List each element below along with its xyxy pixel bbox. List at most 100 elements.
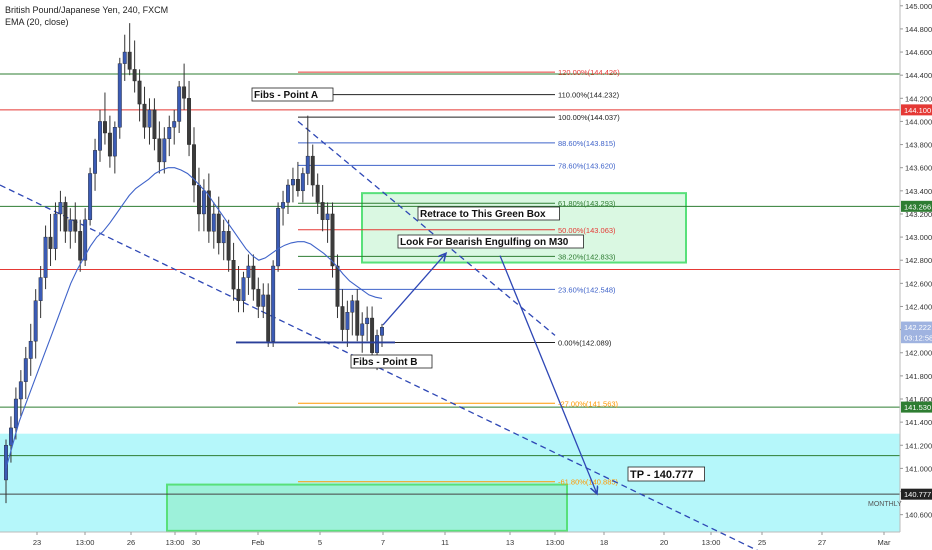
candle-body <box>212 214 216 231</box>
candle-body <box>257 289 261 306</box>
candle-body <box>306 156 310 173</box>
retrace-label-text: Retrace to This Green Box <box>420 209 546 220</box>
candle-body <box>168 127 172 139</box>
candle <box>276 202 280 271</box>
x-tick-label: 30 <box>192 538 200 547</box>
price-badge: 03:12:58 <box>901 332 932 343</box>
candle <box>271 260 275 347</box>
candle-body <box>138 81 142 104</box>
engulfing-label: Look For Bearish Engulfing on M30 <box>398 235 584 248</box>
fib-level-label: 120.00%(144.426) <box>558 68 620 77</box>
y-tick-label: 143.400 <box>905 187 932 196</box>
candle-body <box>108 133 112 156</box>
x-tick-label: 13:00 <box>702 538 721 547</box>
price-badge: 143.266 <box>901 201 932 212</box>
candle-body <box>74 220 78 232</box>
candle-body <box>262 295 266 307</box>
candle-body <box>187 98 191 144</box>
x-tick-label: 13:00 <box>166 538 185 547</box>
candle-body <box>93 150 97 173</box>
point-a-label-text: Fibs - Point A <box>254 90 318 101</box>
candle-body <box>316 185 320 202</box>
tp-label: TP - 140.777 <box>628 467 705 481</box>
candle-body <box>336 266 340 306</box>
candle-body <box>375 335 379 352</box>
candle <box>88 168 92 226</box>
candle-body <box>365 318 369 324</box>
candle-body <box>346 312 350 329</box>
candle-body <box>356 301 360 336</box>
y-tick-label: 144.000 <box>905 117 932 126</box>
candle-body <box>331 214 335 266</box>
candle-body <box>351 301 355 313</box>
candle-body <box>286 185 290 202</box>
candle-body <box>301 173 305 190</box>
fib-level-label: 0.00%(142.089) <box>558 338 612 347</box>
candle-body <box>143 104 147 127</box>
x-tick-label: 25 <box>758 538 766 547</box>
price-badge-label: 143.266 <box>904 202 931 211</box>
candle-body <box>172 121 176 127</box>
x-tick-label: 26 <box>127 538 135 547</box>
candle-body <box>78 231 82 260</box>
candle-body <box>59 202 63 214</box>
x-tick-label: 5 <box>318 538 322 547</box>
y-tick-label: 145.000 <box>905 2 932 11</box>
candle-body <box>321 202 325 219</box>
monthly-label: MONTHLY <box>868 501 902 508</box>
retrace-label: Retrace to This Green Box <box>418 207 560 220</box>
candle-body <box>49 237 53 249</box>
candle-body <box>237 289 241 301</box>
candle-body <box>148 110 152 127</box>
candle-body <box>153 110 157 139</box>
candle-body <box>133 69 137 81</box>
y-tick-label: 143.600 <box>905 164 932 173</box>
y-tick-label: 143.000 <box>905 233 932 242</box>
candle-body <box>360 324 364 336</box>
candle-body <box>118 64 122 128</box>
price-badge: 140.777 <box>901 489 932 500</box>
y-tick-label: 144.800 <box>905 25 932 34</box>
fib-level-label: 110.00%(144.232) <box>558 91 620 100</box>
candle-body <box>197 185 201 214</box>
y-tick-label: 140.600 <box>905 511 932 520</box>
chart-legend: British Pound/Japanese Yen, 240, FXCM EM… <box>5 4 168 28</box>
instrument-title: British Pound/Japanese Yen, 240, FXCM <box>5 4 168 16</box>
candle-body <box>247 266 251 278</box>
candle-body <box>44 237 48 277</box>
candle-body <box>103 121 107 133</box>
x-tick-label: Mar <box>878 538 891 547</box>
point-b-label-text: Fibs - Point B <box>353 357 417 368</box>
candle-body <box>271 266 275 341</box>
candle-body <box>182 87 186 99</box>
y-tick-label: 143.800 <box>905 141 932 150</box>
y-tick-label: 144.600 <box>905 48 932 57</box>
x-tick-label: 18 <box>600 538 608 547</box>
candle-body <box>64 202 68 231</box>
y-tick-label: 141.800 <box>905 372 932 381</box>
x-tick-label: Feb <box>252 538 265 547</box>
fib-level-label: -61.80%(140.885) <box>558 478 619 487</box>
price-badge-label: 144.100 <box>904 106 931 115</box>
y-tick-label: 141.400 <box>905 418 932 427</box>
y-tick-label: 142.600 <box>905 279 932 288</box>
y-tick-label: 142.400 <box>905 302 932 311</box>
fib-level-label: 88.60%(143.815) <box>558 139 616 148</box>
tp-label-text: TP - 140.777 <box>630 469 693 481</box>
candle-body <box>113 127 117 156</box>
y-tick-label: 141.200 <box>905 441 932 450</box>
candle-body <box>242 278 246 301</box>
candle-body <box>311 156 315 185</box>
candle-body <box>88 173 92 219</box>
candle-body <box>380 327 384 335</box>
engulfing-label-text: Look For Bearish Engulfing on M30 <box>400 237 569 248</box>
candle-body <box>24 359 28 382</box>
candle-body <box>291 179 295 185</box>
fib-level-label: 100.00%(144.037) <box>558 113 620 122</box>
candle-body <box>163 139 167 162</box>
candle-body <box>341 306 345 329</box>
price-badge-label: 03:12:58 <box>904 334 932 343</box>
x-tick-label: 13:00 <box>76 538 95 547</box>
point-a-label: Fibs - Point A <box>252 88 333 101</box>
